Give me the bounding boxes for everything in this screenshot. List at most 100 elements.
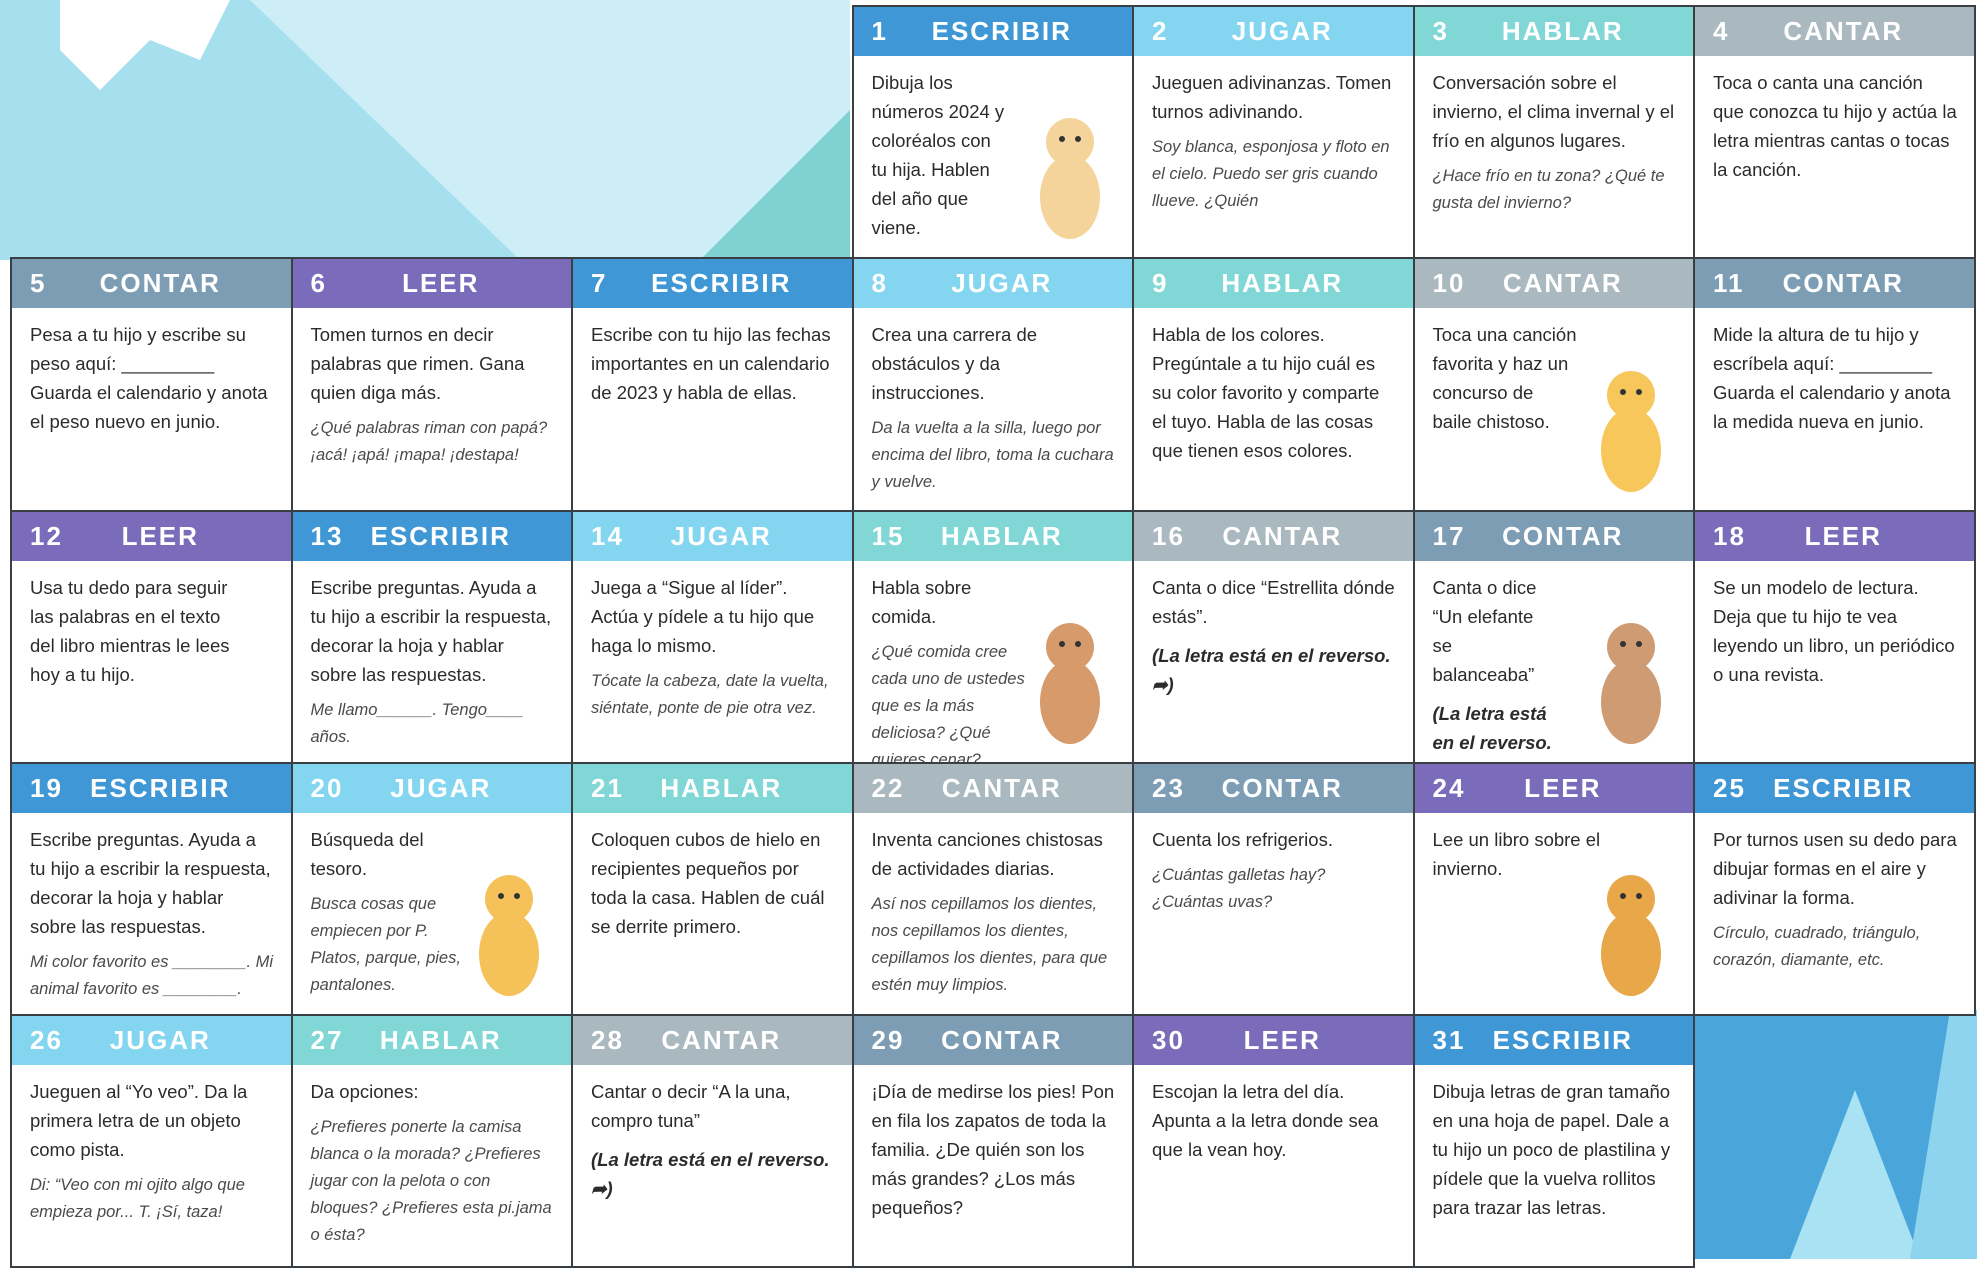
day-body: Cuenta los refrigerios. ¿Cuántas galletas… xyxy=(1134,813,1413,916)
day-number: 23 xyxy=(1152,772,1185,803)
activity-name: ESCRIBIR xyxy=(370,520,511,551)
activity-text: Dibuja los números 2024 y coloréalos con… xyxy=(871,72,1005,238)
day-cell: 19 ESCRIBIR Escribe preguntas. Ayuda a tu … xyxy=(10,761,293,1017)
activity-text: Juega a “Sigue al líder”. Actúa y pídele… xyxy=(591,576,815,656)
day-number: 1 xyxy=(871,16,888,46)
tree xyxy=(1790,1090,1920,1259)
day-number: 24 xyxy=(1432,772,1466,803)
figure-body xyxy=(1040,155,1100,240)
eye xyxy=(1059,640,1065,647)
activity-name: LEER xyxy=(1243,1025,1321,1056)
day-body: Toca o canta una canción que conozca tu … xyxy=(1695,56,1974,184)
day-body: Pesa a tu hijo y escribe su peso aquí: _… xyxy=(12,308,291,436)
day-cell: 31 ESCRIBIR Dibuja letras de gran tamaño e… xyxy=(1412,1014,1695,1268)
day-cell: 18 LEER Se un modelo de lectura. Deja que … xyxy=(1693,509,1976,764)
day-body: ¡Día de medirse los pies! Pon en fila lo… xyxy=(854,1065,1133,1222)
activity-name: CONTAR xyxy=(1502,520,1624,551)
day-number: 15 xyxy=(871,520,905,551)
figure-head xyxy=(1607,370,1655,419)
example-text: ¿Prefieres ponerte la camisa blanca o la… xyxy=(310,1118,552,1245)
day-header: 14 JUGAR xyxy=(573,511,852,561)
activity-text: Canta o dice “Un elefante se balanceaba” xyxy=(1432,576,1537,685)
activity-text: Usa tu dedo para seguir las palabras en … xyxy=(30,576,230,685)
day-number: 6 xyxy=(310,268,327,299)
day-body: Lee un libro sobre el invierno. xyxy=(1415,813,1694,883)
activity-text: Escribe preguntas. Ayuda a tu hijo a esc… xyxy=(310,576,552,685)
day-header: 18 LEER xyxy=(1695,511,1974,561)
day-number: 21 xyxy=(591,772,624,803)
activity-name: HABLAR xyxy=(940,520,1063,551)
day-header: 27 HABLAR xyxy=(292,1016,571,1066)
activity-name: CONTAR xyxy=(1221,772,1343,803)
day-body: Conversación sobre el invierno, el clima… xyxy=(1415,56,1694,217)
day-number: 20 xyxy=(310,772,344,803)
activity-text: Cuenta los refrigerios. xyxy=(1152,828,1333,850)
day-body: Escribe preguntas. Ayuda a tu hijo a esc… xyxy=(12,813,291,1003)
activity-text: Crea una carrera de obstáculos y da inst… xyxy=(871,324,1038,404)
example-text: ¿Qué comida cree cada uno de ustedes que… xyxy=(871,642,1025,764)
day-number: 29 xyxy=(871,1025,905,1056)
activity-text: ¡Día de medirse los pies! Pon en fila lo… xyxy=(871,1081,1115,1219)
mountain xyxy=(0,0,520,260)
day-cell: 5 CONTAR Pesa a tu hijo y escribe su peso … xyxy=(10,257,293,512)
activity-text: Se un modelo de lectura. Deja que tu hij… xyxy=(1713,576,1955,685)
day-number: 26 xyxy=(30,1025,63,1056)
day-body: Por turnos usen su dedo para dibujar for… xyxy=(1695,813,1974,974)
day-body: Jueguen al “Yo veo”. Da la primera letra… xyxy=(12,1065,291,1226)
activity-name: JUGAR xyxy=(390,772,492,803)
activity-text: Cantar o decir “A la una, compro tuna” xyxy=(591,1081,791,1132)
day-header: 1 ESCRIBIR xyxy=(853,7,1132,56)
day-number: 4 xyxy=(1713,16,1730,46)
activity-name: CONTAR xyxy=(99,268,221,299)
activity-text: Dibuja letras de gran tamaño en una hoja… xyxy=(1432,1081,1671,1219)
activity-name: LEER xyxy=(402,268,480,299)
activity-text: Jueguen al “Yo veo”. Da la primera letra… xyxy=(30,1081,248,1161)
activity-name: ESCRIBIR xyxy=(90,772,231,803)
day-cell: 7 ESCRIBIR Escribe con tu hijo las fechas … xyxy=(571,257,854,512)
activity-text: Pesa a tu hijo y escribe su peso aquí: _… xyxy=(30,324,268,433)
day-cell: 12 LEER Usa tu dedo para seguir las palabr… xyxy=(10,509,293,764)
day-header: 3 HABLAR xyxy=(1414,7,1693,56)
day-number: 3 xyxy=(1432,16,1449,46)
day-body: Búsqueda del tesoro. Busca cosas que empi… xyxy=(293,813,572,999)
day-body: Crea una carrera de obstáculos y da inst… xyxy=(854,308,1133,496)
day-cell: 24 LEER Lee un libro sobre el invierno. xyxy=(1412,761,1695,1017)
day-cell: 4 CANTAR Toca o canta una canción que cono… xyxy=(1693,5,1976,260)
illustration xyxy=(1601,875,1661,997)
day-cell: 9 HABLAR Habla de los colores. Pregúntale … xyxy=(1132,257,1415,512)
day-cell: 22 CANTAR Inventa canciones chistosas de a… xyxy=(851,761,1134,1017)
day-header: 26 JUGAR xyxy=(12,1016,291,1066)
day-header: 30 LEER xyxy=(1134,1016,1413,1066)
figure-head xyxy=(1046,622,1094,671)
lyrics-note: (La letra está en el reverso. ➦) xyxy=(1432,702,1552,762)
day-header: 19 ESCRIBIR xyxy=(12,763,291,813)
day-cell: 14 JUGAR Juega a “Sigue al líder”. Actúa y… xyxy=(571,509,854,764)
eye xyxy=(1075,640,1081,647)
activity-text: Tomen turnos en decir palabras que rimen… xyxy=(310,324,525,404)
activity-name: ESCRIBIR xyxy=(1492,1025,1633,1056)
day-number: 17 xyxy=(1432,520,1466,551)
day-cell: 26 JUGAR Jueguen al “Yo veo”. Da la primer… xyxy=(10,1014,293,1268)
day-body: Habla sobre comida. ¿Qué comida cree cada… xyxy=(854,561,1133,764)
day-body: Usa tu dedo para seguir las palabras en … xyxy=(12,561,291,689)
day-cell: 11 CONTAR Mide la altura de tu hijo y escr… xyxy=(1693,257,1976,512)
day-body: Escribe con tu hijo las fechas important… xyxy=(573,308,852,407)
activity-name: JUGAR xyxy=(670,520,772,551)
activity-name: CANTAR xyxy=(1222,520,1343,551)
activity-name: CONTAR xyxy=(941,1025,1063,1056)
eye xyxy=(514,893,520,900)
day-cell: 16 CANTAR Canta o dice “Estrellita dónde e… xyxy=(1132,509,1415,764)
day-cell: 21 HABLAR Coloquen cubos de hielo en recip… xyxy=(571,761,854,1017)
illustration xyxy=(479,875,539,997)
figure-body xyxy=(1601,407,1661,492)
day-number: 10 xyxy=(1432,268,1466,299)
day-cell: 1 ESCRIBIR Dibuja los números 2024 y color… xyxy=(851,5,1134,260)
day-number: 31 xyxy=(1432,1025,1466,1056)
figure-head xyxy=(1607,622,1655,671)
example-text: Mi color favorito es ________. Mi animal… xyxy=(30,952,274,998)
day-number: 30 xyxy=(1152,1025,1185,1056)
day-cell: 6 LEER Tomen turnos en decir palabras que … xyxy=(290,257,573,512)
activity-name: HABLAR xyxy=(1221,268,1344,299)
day-number: 13 xyxy=(310,520,344,551)
